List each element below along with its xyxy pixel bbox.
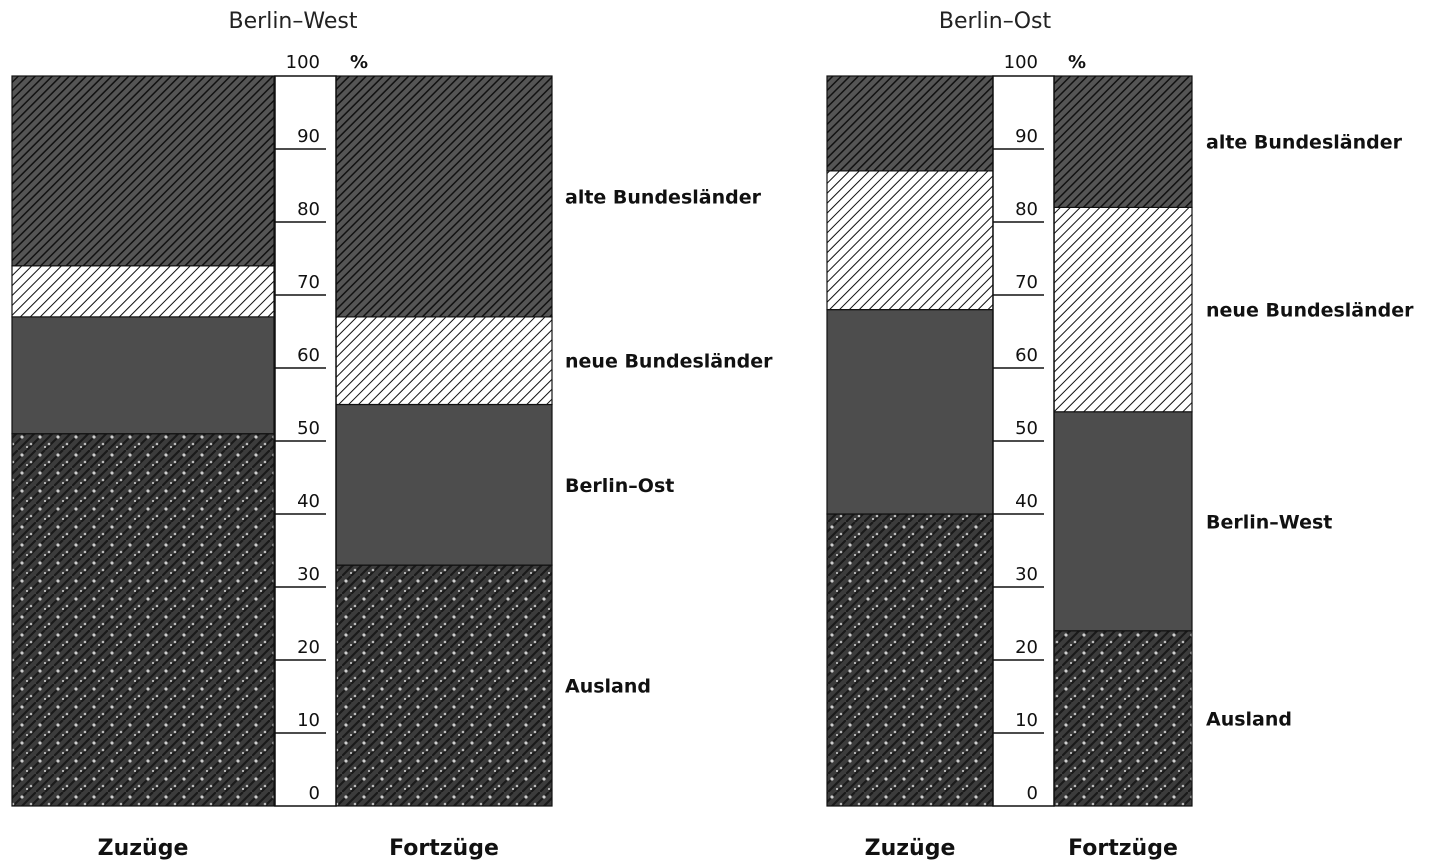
series-label-ausland: Ausland bbox=[565, 676, 651, 698]
tick-label: 100 bbox=[1004, 52, 1038, 73]
bar-segment-ausland-fortz-ge bbox=[1053, 630, 1193, 807]
chart-berlin-ost: Berlin–Ost Zuzüge Fortzüge 0 10 20 30 40 50 60 70 8… bbox=[826, 9, 1414, 861]
tick-label: 40 bbox=[297, 491, 320, 512]
bar-segment-berlin-west-zuz-ge bbox=[826, 309, 994, 515]
bar-segment-neue-bundesl-nder-fortz-ge bbox=[1053, 206, 1193, 413]
category-label-zuz-ge: Zuzüge bbox=[98, 836, 189, 861]
category-label-fortz-ge: Fortzüge bbox=[389, 836, 499, 861]
tick-label: 60 bbox=[297, 345, 320, 366]
tick-label: 20 bbox=[297, 637, 320, 658]
bar-segment-alte-bundesl-nder-zuz-ge bbox=[826, 75, 994, 172]
series-label-berlin-west: Berlin–West bbox=[1206, 511, 1332, 533]
tick-label: 40 bbox=[1015, 491, 1038, 512]
tick-label: 80 bbox=[1015, 199, 1038, 220]
tick-label: 10 bbox=[1015, 710, 1038, 731]
tick-label: 10 bbox=[297, 710, 320, 731]
tick-label: 60 bbox=[1015, 345, 1038, 366]
category-label-fortz-ge: Fortzüge bbox=[1068, 836, 1178, 861]
series-label-neue-bundesl-nder: neue Bundesländer bbox=[565, 351, 773, 373]
tick-label: 90 bbox=[1015, 126, 1038, 147]
bar-segment-alte-bundesl-nder-zuz-ge bbox=[11, 75, 275, 267]
unit-label: % bbox=[1068, 52, 1086, 73]
tick-label: 30 bbox=[297, 564, 320, 585]
chart-title: Berlin–Ost bbox=[939, 9, 1052, 34]
bar-segment-alte-bundesl-nder-fortz-ge bbox=[1053, 75, 1193, 208]
bar-segment-ausland-zuz-ge bbox=[826, 513, 994, 807]
tick-label: 100 bbox=[286, 52, 320, 73]
bar-segment-ausland-fortz-ge bbox=[335, 564, 553, 807]
tick-label: 70 bbox=[1015, 272, 1038, 293]
series-label-berlin-ost: Berlin–Ost bbox=[565, 475, 674, 497]
category-label-zuz-ge: Zuzüge bbox=[865, 836, 956, 861]
series-label-alte-bundesl-nder: alte Bundesländer bbox=[565, 186, 762, 208]
bar-segment-neue-bundesl-nder-fortz-ge bbox=[335, 316, 553, 406]
tick-label: 0 bbox=[1027, 783, 1038, 804]
bar-segment-berlin-ost-zuz-ge bbox=[11, 316, 275, 435]
tick-label: 70 bbox=[297, 272, 320, 293]
tick-label: 90 bbox=[297, 126, 320, 147]
bar-segment-berlin-west-fortz-ge bbox=[1053, 411, 1193, 632]
tick-label: 30 bbox=[1015, 564, 1038, 585]
bar-segment-berlin-ost-fortz-ge bbox=[335, 403, 553, 566]
bar-segment-alte-bundesl-nder-fortz-ge bbox=[335, 75, 553, 318]
tick-label: 20 bbox=[1015, 637, 1038, 658]
series-label-alte-bundesl-nder: alte Bundesländer bbox=[1206, 132, 1403, 154]
bar-segment-neue-bundesl-nder-zuz-ge bbox=[826, 170, 994, 311]
series-label-neue-bundesl-nder: neue Bundesländer bbox=[1206, 300, 1414, 322]
tick-label: 0 bbox=[309, 783, 320, 804]
tick-label: 50 bbox=[297, 418, 320, 439]
tick-label: 50 bbox=[1015, 418, 1038, 439]
bar-segment-ausland-zuz-ge bbox=[11, 433, 275, 807]
chart-berlin-west: Berlin–West Zuzüge Fortzüge 0 10 20 30 40 50 60 70… bbox=[11, 9, 773, 861]
series-label-ausland: Ausland bbox=[1206, 708, 1292, 730]
chart-title: Berlin–West bbox=[229, 9, 358, 34]
tick-label: 80 bbox=[297, 199, 320, 220]
unit-label: % bbox=[350, 52, 368, 73]
bar-segment-neue-bundesl-nder-zuz-ge bbox=[11, 265, 275, 318]
